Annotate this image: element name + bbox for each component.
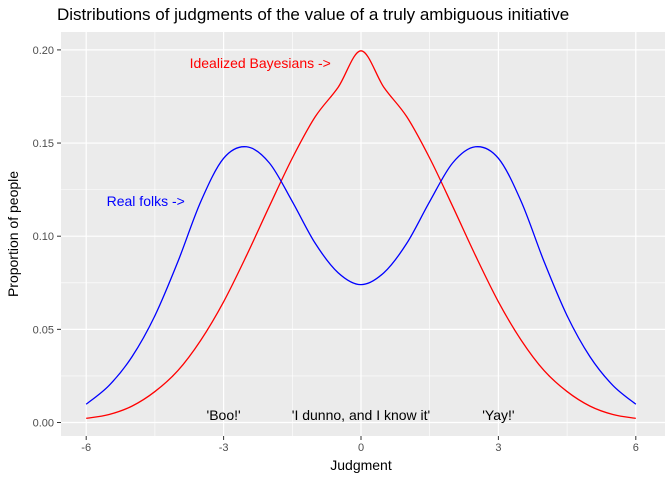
x-tick-label: -3 (219, 442, 229, 454)
minor-gridlines (61, 32, 665, 436)
annotation-layer: Idealized Bayesians -> Real folks -> 'Boo!… (107, 55, 515, 423)
chart-title: Distributions of judgments of the value … (57, 5, 569, 24)
chart-annotation: Idealized Bayesians -> (190, 55, 331, 71)
series-line-blue (85, 146, 637, 405)
y-tick-label: 0.05 (33, 324, 54, 336)
series-layer (85, 50, 637, 420)
y-tick-label: 0.15 (33, 138, 54, 150)
series-line-red (86, 50, 636, 420)
chart-annotation: 'I dunno, and I know it' (292, 407, 430, 423)
major-gridlines (61, 32, 665, 436)
chart-annotation: 'Yay!' (482, 407, 514, 423)
y-axis-title: Proportion of people (5, 171, 21, 297)
chart-annotation: Real folks -> (107, 193, 185, 209)
x-tick-label: -6 (81, 442, 91, 454)
x-axis-title: Judgment (330, 457, 392, 473)
y-tick-label: 0.00 (33, 418, 54, 430)
x-tick-label: 0 (358, 442, 364, 454)
y-axis: 0.00 0.05 0.10 0.15 0.20 (33, 45, 61, 430)
x-tick-label: 3 (495, 442, 501, 454)
x-axis: -6 -3 0 3 6 (81, 436, 639, 454)
plot-panel (61, 32, 665, 436)
y-tick-label: 0.20 (33, 45, 54, 57)
chart-annotation: 'Boo!' (207, 407, 241, 423)
x-tick-label: 6 (633, 442, 639, 454)
y-tick-label: 0.10 (33, 231, 54, 243)
